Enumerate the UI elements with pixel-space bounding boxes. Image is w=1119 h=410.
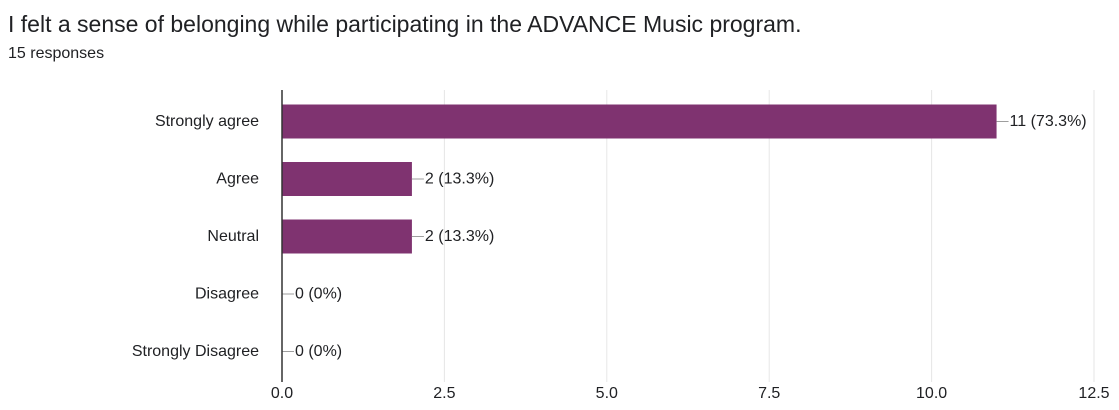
- x-tick-label: 12.5: [1078, 385, 1109, 402]
- category-label: Agree: [216, 171, 259, 188]
- data-label: 2 (13.3%): [425, 228, 494, 245]
- data-label: 11 (73.3%): [1010, 113, 1087, 130]
- bar: [282, 219, 412, 254]
- x-tick-label: 2.5: [433, 385, 455, 402]
- x-tick-label: 0.0: [271, 385, 293, 402]
- chart-header: I felt a sense of belonging while partic…: [8, 10, 801, 64]
- chart-title: I felt a sense of belonging while partic…: [8, 11, 802, 37]
- category-label: Neutral: [207, 228, 259, 245]
- data-label: 0 (0%): [295, 286, 342, 303]
- data-label: 2 (13.3%): [425, 171, 494, 188]
- response-count: 15 responses: [8, 45, 105, 62]
- bar: [282, 104, 997, 139]
- x-tick-label: 7.5: [758, 385, 780, 402]
- category-label: Strongly Disagree: [132, 343, 259, 360]
- data-label: 0 (0%): [295, 343, 342, 360]
- bar: [282, 162, 412, 196]
- category-label: Disagree: [195, 286, 259, 303]
- x-tick-label: 10.0: [916, 385, 947, 402]
- x-tick-label: 5.0: [596, 385, 618, 402]
- category-label: Strongly agree: [155, 113, 259, 130]
